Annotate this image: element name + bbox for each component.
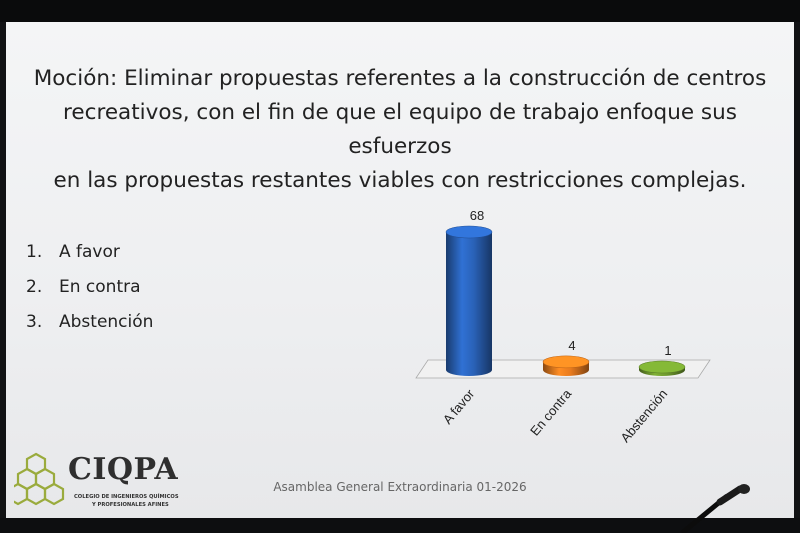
option-number: 1.: [26, 242, 43, 262]
option-number: 2.: [26, 277, 43, 297]
option-item: 2. En contra: [26, 273, 153, 308]
option-label: Abstención: [59, 312, 154, 332]
logo-name: CIQPA: [68, 452, 179, 487]
bar-top-2: [542, 355, 590, 369]
data-label: 68: [470, 208, 484, 223]
category-label: A favor: [440, 386, 478, 427]
presentation-screen: Moción: Eliminar propuestas referentes a…: [6, 22, 794, 518]
vote-options-list: 1. A favor 2. En contra 3. Abstención: [26, 238, 153, 343]
bar-top-3: [638, 360, 686, 374]
title-line: en las propuestas restantes viables con …: [53, 168, 747, 193]
option-number: 3.: [26, 312, 43, 332]
bar-1: [446, 232, 492, 376]
option-item: 1. A favor: [26, 238, 153, 273]
category-label: En contra: [527, 386, 575, 439]
top-bezel: [0, 0, 800, 22]
option-label: En contra: [59, 277, 141, 297]
slide-title: Moción: Eliminar propuestas referentes a…: [14, 62, 786, 198]
logo-subtitle: COLEGIO DE INGENIEROS QUÍMICOS: [74, 494, 179, 500]
title-line: Moción: Eliminar propuestas referentes a…: [33, 66, 767, 91]
option-label: A favor: [59, 242, 120, 262]
slide-footer: Asamblea General Extraordinaria 01-2026: [273, 480, 527, 494]
hexagon-logo-icon: [7, 452, 65, 506]
option-item: 3. Abstención: [26, 308, 153, 343]
vote-bar-chart: 68 A favor 4 En contra 1 Abstención: [415, 208, 711, 445]
title-line: recreativos, con el fin de que el equipo…: [63, 100, 737, 159]
ciqpa-logo: CIQPA COLEGIO DE INGENIEROS QUÍMICOS Y P…: [7, 452, 179, 512]
data-label: 1: [664, 343, 671, 358]
bar-top-1: [445, 225, 493, 239]
bottom-bezel: [0, 518, 800, 533]
logo-subtitle: Y PROFESIONALES AFINES: [92, 502, 169, 508]
data-label: 4: [568, 338, 575, 353]
category-label: Abstención: [617, 386, 670, 445]
